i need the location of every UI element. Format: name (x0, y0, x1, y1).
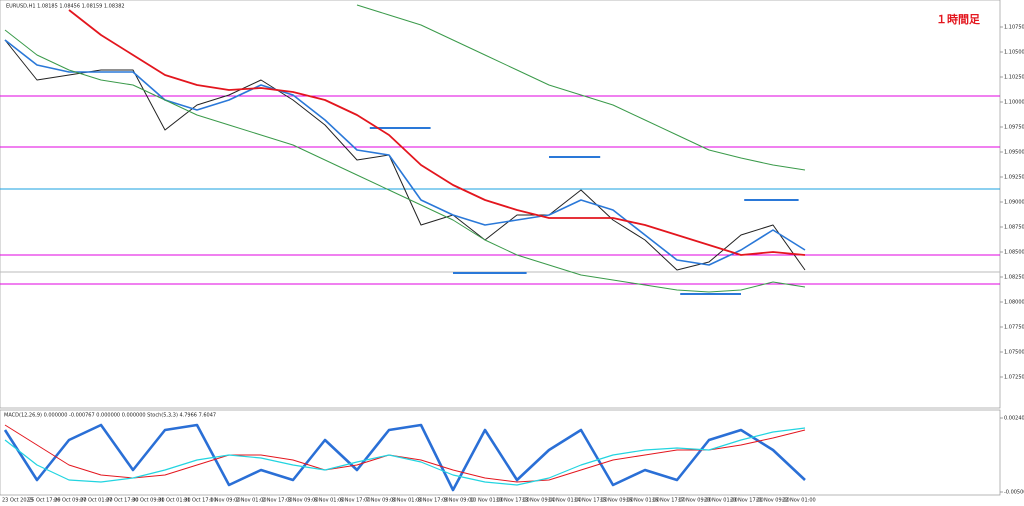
x-tick-label: 2 Nov 01:00 (236, 498, 267, 504)
x-tick-label: 26 Oct 09:00 (54, 498, 87, 504)
y-tick-label: 0.002400 (1004, 416, 1024, 422)
x-tick-label: 22 Nov 01:00 (782, 498, 816, 504)
x-tick-label: 3 Nov 09:00 (288, 498, 319, 504)
y-tick-label: 1.10500 (1004, 50, 1024, 56)
y-tick-label: 1.09750 (1004, 125, 1024, 131)
x-tick-label: 13 Nov 09:00 (522, 498, 556, 504)
x-tick-label: 8 Nov 17:00 (418, 498, 449, 504)
x-tick-label: 1 Nov 09:00 (210, 498, 241, 504)
y-tick-label: 1.09500 (1004, 150, 1024, 156)
annotation: １時間足 (936, 12, 981, 26)
y-tick-label: 1.09250 (1004, 175, 1024, 181)
x-tick-label: 31 Oct 17:00 (184, 498, 217, 504)
y-tick-label: 1.08750 (1004, 225, 1024, 231)
series-line (4, 39, 806, 271)
x-tick-label: 16 Nov 17:00 (652, 498, 686, 504)
x-tick-label: 30 Oct 09:00 (132, 498, 165, 504)
series-line (68, 9, 806, 256)
x-tick-label: 31 Oct 01:00 (158, 498, 191, 504)
x-tick-label: 27 Oct 01:00 (80, 498, 113, 504)
x-tick-label: 8 Nov 01:00 (392, 498, 423, 504)
x-tick-label: 27 Oct 17:00 (106, 498, 139, 504)
x-tick-label: 20 Nov 01:00 (704, 498, 738, 504)
x-tick-label: 15 Nov 09:00 (600, 498, 634, 504)
x-tick-label: 9 Nov 09:00 (444, 498, 475, 504)
x-tick-label: 21 Nov 09:00 (756, 498, 790, 504)
y-tick-label: 1.07500 (1004, 350, 1024, 356)
series-line (4, 424, 806, 483)
series-line (4, 39, 806, 266)
y-tick-label: -0.005000 (1004, 490, 1024, 496)
y-tick-label: 1.10250 (1004, 75, 1024, 81)
macd-title: MACD(12,26,9) 0.000000 -0.000767 0.00000… (4, 413, 216, 419)
x-tick-label: 10 Nov 17:00 (496, 498, 530, 504)
series-line (4, 427, 806, 486)
x-tick-label: 14 Nov 17:00 (574, 498, 608, 504)
y-tick-label: 1.07250 (1004, 375, 1024, 381)
x-tick-label: 14 Nov 01:00 (548, 498, 582, 504)
series-line (4, 29, 806, 293)
x-tick-label: 7 Nov 09:00 (366, 498, 397, 504)
y-tick-label: 1.10750 (1004, 25, 1024, 31)
y-tick-label: 1.08000 (1004, 300, 1024, 306)
x-tick-label: 10 Nov 01:00 (470, 498, 504, 504)
x-tick-label: 20 Nov 17:00 (730, 498, 764, 504)
x-tick-label: 6 Nov 17:00 (340, 498, 371, 504)
x-tick-label: 17 Nov 09:00 (678, 498, 712, 504)
x-tick-label: 23 Oct 2023 (2, 498, 33, 504)
series-line (3, 423, 806, 492)
series-line (356, 4, 806, 171)
x-tick-label: 25 Oct 17:00 (28, 498, 61, 504)
x-tick-label: 6 Nov 01:00 (314, 498, 345, 504)
y-tick-label: 1.08250 (1004, 275, 1024, 281)
y-tick-label: 1.07750 (1004, 325, 1024, 331)
x-tick-label: 2 Nov 17:00 (262, 498, 293, 504)
x-tick-label: 16 Nov 01:00 (626, 498, 660, 504)
y-tick-label: 1.09000 (1004, 200, 1024, 206)
y-tick-label: 1.08500 (1004, 250, 1024, 256)
y-tick-label: 1.10000 (1004, 100, 1024, 106)
main-title: EURUSD,H1 1.08185 1.08456 1.08159 1.0838… (6, 4, 125, 10)
